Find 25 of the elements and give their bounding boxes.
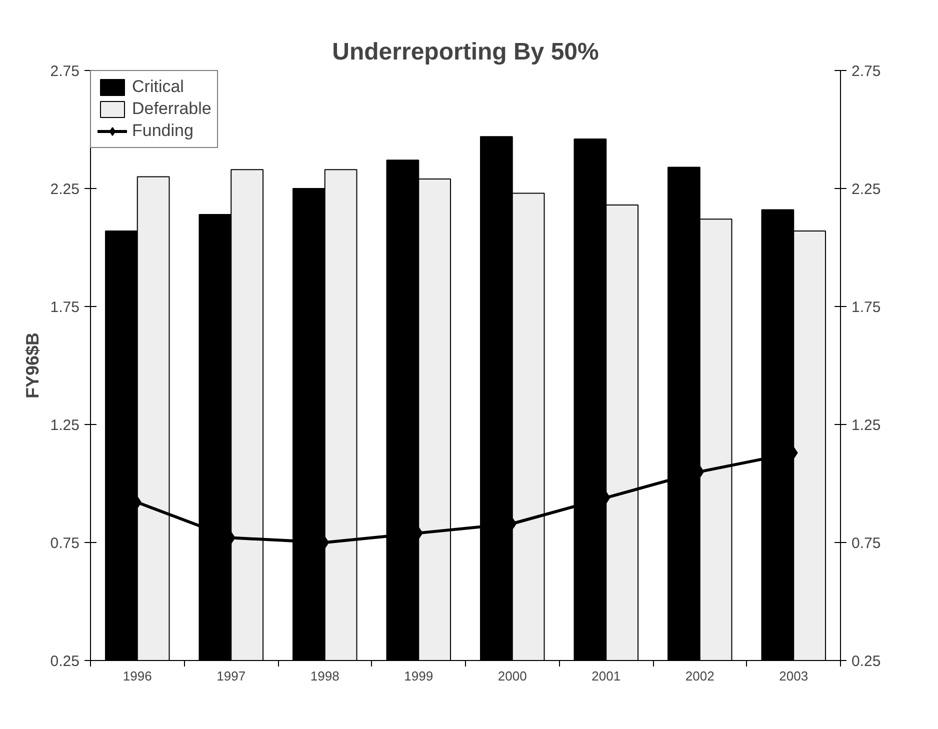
x-tick-label: 2002 xyxy=(685,668,714,684)
x-tick-label: 1998 xyxy=(310,668,340,684)
legend-label: Funding xyxy=(132,121,194,141)
x-tick-label: 2000 xyxy=(498,668,527,684)
y-tick-label: 1.25 xyxy=(50,417,80,434)
legend-label: Deferrable xyxy=(132,99,212,119)
x-tick-label: 1996 xyxy=(122,668,152,684)
y2-tick-label: 1.25 xyxy=(852,417,881,434)
y2-tick-label: 2.25 xyxy=(852,181,881,198)
chart-title: Underreporting By 50% xyxy=(332,38,599,66)
x-tick-label: 2003 xyxy=(779,668,808,684)
y2-tick-label: 1.75 xyxy=(852,299,881,316)
y-axis-title: FY96$B xyxy=(22,332,42,399)
y2-tick-label: 0.75 xyxy=(852,535,881,552)
y-tick-label: 1.75 xyxy=(50,299,80,316)
x-tick-label: 1997 xyxy=(216,668,246,684)
x-tick-label: 1999 xyxy=(404,668,434,684)
y-tick-label: 0.75 xyxy=(50,535,80,552)
y-tick-label: 2.25 xyxy=(50,181,80,198)
y-tick-label: 2.75 xyxy=(50,63,80,80)
legend-label: Critical xyxy=(132,77,184,97)
y-tick-label: 0.25 xyxy=(50,653,80,670)
y2-tick-label: 2.75 xyxy=(852,63,881,80)
y2-tick-label: 0.25 xyxy=(852,653,881,670)
x-tick-label: 2001 xyxy=(592,668,621,684)
